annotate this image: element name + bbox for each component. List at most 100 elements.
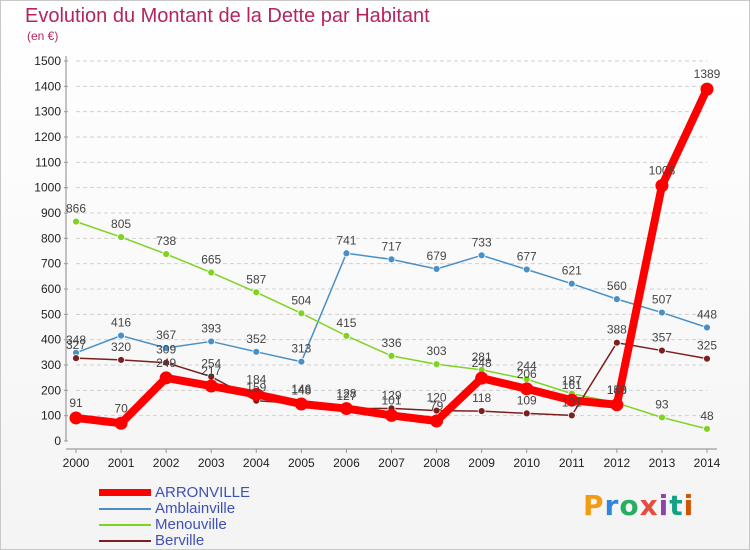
data-label-menouville: 504: [291, 293, 311, 307]
data-label-arronville: 91: [69, 396, 83, 410]
data-point-amblainville: [387, 255, 396, 264]
data-label-arronville: 70: [114, 401, 128, 415]
x-tick-label: 2009: [468, 456, 495, 470]
data-point-berville: [658, 346, 666, 355]
data-point-amblainville: [432, 265, 441, 273]
data-point-amblainville: [612, 295, 621, 304]
y-tick-label: 1000: [34, 181, 61, 195]
data-point-menouville: [658, 413, 666, 422]
data-point-arronville: [294, 397, 308, 411]
legend-label: Berville: [155, 532, 205, 549]
data-label-menouville: 93: [655, 397, 669, 411]
x-tick-label: 2000: [63, 456, 90, 470]
y-tick-label: 1200: [34, 130, 61, 144]
data-point-amblainville: [477, 251, 486, 260]
y-axis-ticks: 0 100 200 300 400 500 600 700 800 900 1000 1100 1200…: [34, 54, 68, 448]
data-label-menouville: 866: [66, 202, 86, 216]
data-label-amblainville: 677: [517, 249, 537, 263]
data-label-arronville: 206: [517, 367, 537, 381]
data-label-amblainville: 313: [291, 342, 311, 356]
data-label-arronville: 146: [291, 382, 311, 396]
data-point-arronville: [565, 393, 579, 407]
data-point-arronville: [159, 371, 173, 385]
x-tick-label: 2013: [649, 456, 676, 470]
data-point-arronville: [204, 379, 218, 393]
data-label-menouville: 244: [517, 359, 537, 373]
x-tick-label: 2011: [559, 456, 585, 470]
data-point-menouville: [252, 288, 261, 297]
data-label-berville: 254: [201, 357, 221, 371]
data-point-amblainville: [117, 331, 125, 340]
data-label-berville: 327: [66, 338, 86, 352]
data-point-berville: [703, 354, 711, 363]
data-label-arronville: 1008: [649, 164, 676, 178]
data-point-amblainville: [162, 344, 171, 352]
data-label-menouville: 805: [111, 217, 131, 231]
data-point-arronville: [339, 402, 353, 416]
logo-letter: i: [658, 489, 670, 522]
logo-letter: r: [604, 489, 620, 522]
y-tick-label: 600: [41, 282, 61, 296]
data-label-arronville: 217: [201, 364, 221, 378]
data-point-arronville: [385, 408, 398, 422]
data-point-arronville: [700, 82, 714, 96]
data-point-arronville: [655, 179, 669, 193]
y-tick-label: 900: [41, 206, 61, 220]
data-point-arronville: [69, 411, 83, 425]
x-tick-label: 2012: [604, 456, 631, 470]
data-point-amblainville: [342, 249, 351, 258]
data-point-berville: [612, 338, 621, 347]
chart-title: Evolution du Montant de la Dette par Hab…: [25, 5, 430, 27]
data-label-amblainville: 733: [472, 235, 492, 249]
y-tick-label: 1400: [34, 79, 61, 93]
data-label-amblainville: 352: [246, 332, 266, 346]
data-point-menouville: [432, 360, 441, 369]
data-point-arronville: [114, 416, 128, 430]
data-label-berville: 320: [111, 340, 131, 354]
data-point-menouville: [387, 351, 396, 360]
data-label-amblainville: 560: [607, 279, 627, 293]
data-point-berville: [162, 358, 171, 367]
data-label-berville: 118: [472, 391, 491, 405]
x-tick-label: 2014: [694, 456, 721, 470]
y-tick-label: 800: [41, 231, 61, 245]
y-tick-label: 300: [41, 358, 61, 372]
y-tick-label: 1500: [34, 54, 61, 68]
chart-subtitle: (en €): [27, 29, 59, 43]
legend-swatch: [99, 508, 151, 510]
data-label-arronville: 161: [562, 378, 582, 392]
data-label-menouville: 48: [700, 409, 714, 423]
data-point-menouville: [703, 424, 711, 433]
data-label-arronville: 143: [607, 383, 627, 397]
data-point-berville: [522, 409, 531, 418]
data-point-amblainville: [522, 265, 531, 274]
data-point-amblainville: [658, 308, 666, 317]
data-label-arronville: 1389: [694, 67, 721, 81]
y-tick-label: 200: [41, 383, 61, 397]
data-label-menouville: 587: [246, 272, 266, 286]
data-point-berville: [567, 411, 576, 420]
data-point-arronville: [475, 371, 489, 385]
logo-letter: t: [669, 489, 684, 522]
data-point-menouville: [117, 233, 125, 241]
logo-letter: o: [619, 489, 640, 522]
x-tick-label: 2005: [288, 456, 315, 470]
data-point-amblainville: [252, 347, 261, 356]
data-label-berville: 159: [246, 381, 266, 395]
y-tick-label: 500: [41, 307, 61, 321]
data-point-menouville: [342, 331, 351, 340]
legend-swatch: [99, 489, 151, 496]
data-label-menouville: 150: [607, 383, 627, 397]
y-tick-label: 0: [54, 434, 61, 448]
data-label-amblainville: 717: [381, 239, 401, 253]
legend-label: Menouville: [155, 516, 227, 533]
data-label-berville: 325: [697, 339, 717, 353]
data-point-arronville: [520, 382, 534, 396]
data-point-arronville: [430, 414, 444, 428]
data-label-amblainville: 507: [652, 293, 672, 307]
data-label-amblainville: 393: [201, 321, 221, 335]
data-point-berville: [432, 406, 441, 415]
y-tick-label: 1100: [35, 155, 61, 169]
data-label-berville: 357: [652, 331, 672, 345]
